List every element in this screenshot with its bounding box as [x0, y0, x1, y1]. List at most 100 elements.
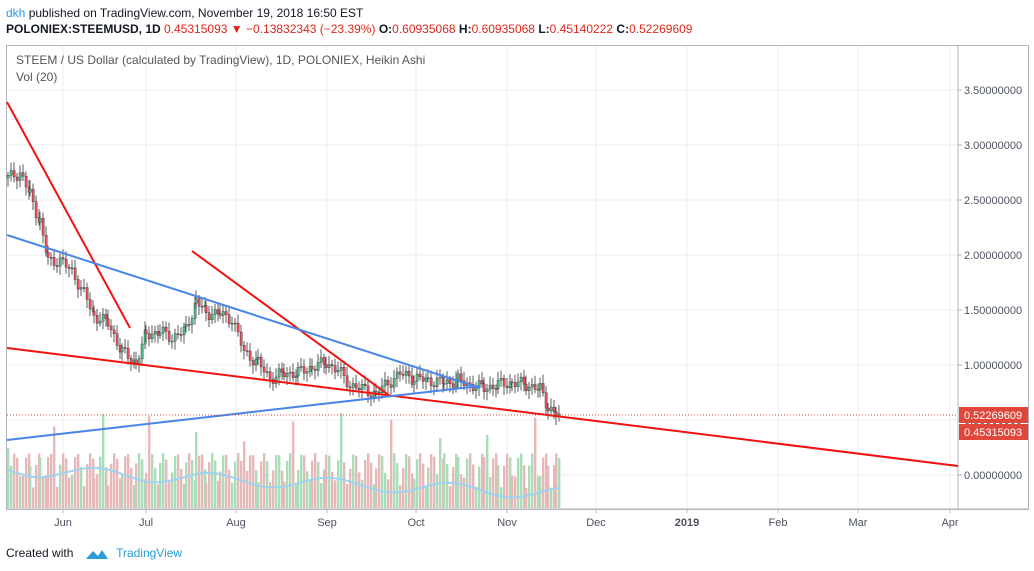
candle-body [516, 381, 520, 387]
last-price-badge [959, 424, 1028, 440]
volume-bar [96, 474, 99, 508]
volume-bar [252, 454, 255, 508]
volume-bar [419, 453, 422, 508]
candle-body [230, 323, 234, 325]
volume-bar [550, 487, 553, 508]
volume-bar [124, 456, 127, 508]
volume-legend: Vol (20) [16, 70, 58, 84]
candle-body [204, 305, 208, 313]
volume-bar [116, 459, 119, 508]
time-tick-label: Mar [849, 517, 868, 529]
volume-bar [311, 460, 314, 508]
candle-body [351, 383, 355, 388]
volume-bar [177, 454, 180, 508]
volume-bar [191, 460, 194, 508]
volume-bar [481, 453, 484, 508]
volume-bar [231, 482, 234, 508]
close-price-badge [959, 407, 1028, 423]
volume-bar [325, 454, 328, 508]
candle-body [207, 312, 211, 320]
volume-bar [416, 459, 419, 508]
candle-body [6, 175, 10, 179]
candle-body [456, 373, 460, 380]
author-link[interactable]: dkh [6, 6, 26, 20]
candle-body [395, 371, 399, 379]
volume-bar [151, 454, 154, 508]
candle-body [302, 366, 306, 374]
time-tick-label: Sep [317, 517, 337, 529]
change-value: −0.13832343 (−23.39%) [246, 22, 376, 36]
candle-body [9, 170, 13, 176]
candle-body [291, 371, 295, 378]
volume-bar [105, 467, 108, 508]
volume-bar [408, 456, 411, 508]
low-value: 0.45140222 [549, 22, 614, 36]
trendline-red-2 [191, 250, 391, 397]
candle-body [265, 371, 269, 373]
volume-bar [130, 467, 133, 508]
volume-bar [243, 441, 246, 508]
volume-bar [511, 475, 514, 508]
volume-bar [77, 453, 80, 508]
candle-body [374, 390, 378, 393]
chart-title: STEEM / US Dollar (calculated by Trading… [16, 53, 426, 67]
candle-body [404, 371, 408, 376]
volume-bar [275, 455, 278, 508]
volume-bar [558, 457, 561, 508]
candle-body [52, 257, 56, 266]
volume-bar [460, 474, 463, 508]
volume-bar [314, 453, 317, 508]
volume-bar [297, 469, 300, 508]
candle-body [366, 385, 370, 396]
tradingview-brand-link[interactable]: TradingView [116, 546, 183, 560]
volume-bar [361, 479, 364, 508]
candle-body [161, 326, 165, 334]
volume-bar [492, 458, 495, 508]
volume-bar [463, 477, 466, 508]
candle-body [544, 392, 548, 409]
volume-bar [42, 476, 45, 508]
candle-body [98, 320, 102, 324]
volume-bar [159, 462, 162, 508]
candle-body [357, 387, 361, 391]
candle-body [549, 406, 553, 412]
volume-bar [292, 421, 295, 508]
volume-bar [547, 465, 550, 508]
candle-body [491, 384, 495, 389]
volume-bar [469, 453, 472, 508]
volume-bar [217, 480, 220, 508]
candle-body [330, 364, 334, 367]
candle-body [299, 366, 303, 368]
volume-bar [168, 479, 171, 508]
time-tick-label: 2019 [675, 517, 699, 529]
volume-bar [249, 455, 252, 508]
candle-body [216, 309, 220, 314]
volume-bar [349, 468, 352, 508]
volume-bar [472, 464, 475, 508]
candle-body [164, 326, 168, 332]
candle-body [79, 287, 83, 290]
candle-body [259, 356, 263, 368]
candle-body [386, 379, 390, 385]
candle-body [144, 329, 148, 334]
candle-body [61, 257, 65, 260]
volume-bar [306, 471, 309, 508]
volume-bar [346, 483, 349, 508]
candle-body [262, 366, 266, 373]
volume-bar [255, 470, 258, 508]
volume-bar [119, 478, 122, 508]
volume-bar [387, 479, 390, 508]
price-tick-label: 2.50000000 [964, 195, 1022, 207]
candle-body [513, 382, 517, 387]
volume-bar [240, 460, 243, 508]
candle-body [383, 379, 387, 387]
candle-body [92, 310, 96, 316]
trendline-blue-support [6, 385, 481, 441]
candle-body [360, 383, 364, 391]
candle-body [242, 345, 246, 351]
volume-bar [375, 468, 378, 508]
candle-body [412, 380, 416, 385]
candle-body [120, 347, 124, 353]
volume-bar [317, 461, 320, 508]
